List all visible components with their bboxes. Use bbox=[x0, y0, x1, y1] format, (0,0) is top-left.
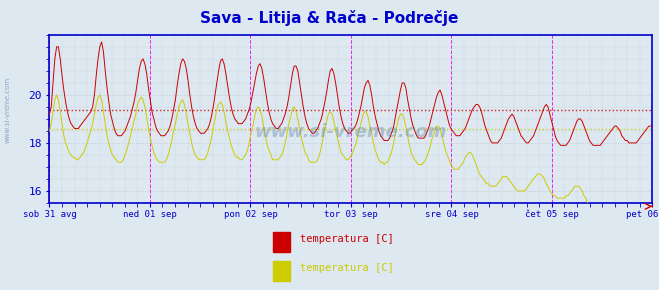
Text: Sava - Litija & Rača - Podrečje: Sava - Litija & Rača - Podrečje bbox=[200, 10, 459, 26]
Text: temperatura [C]: temperatura [C] bbox=[300, 263, 393, 273]
Text: temperatura [C]: temperatura [C] bbox=[300, 234, 393, 244]
Text: www.si-vreme.com: www.si-vreme.com bbox=[5, 77, 11, 143]
Text: www.si-vreme.com: www.si-vreme.com bbox=[254, 123, 447, 141]
